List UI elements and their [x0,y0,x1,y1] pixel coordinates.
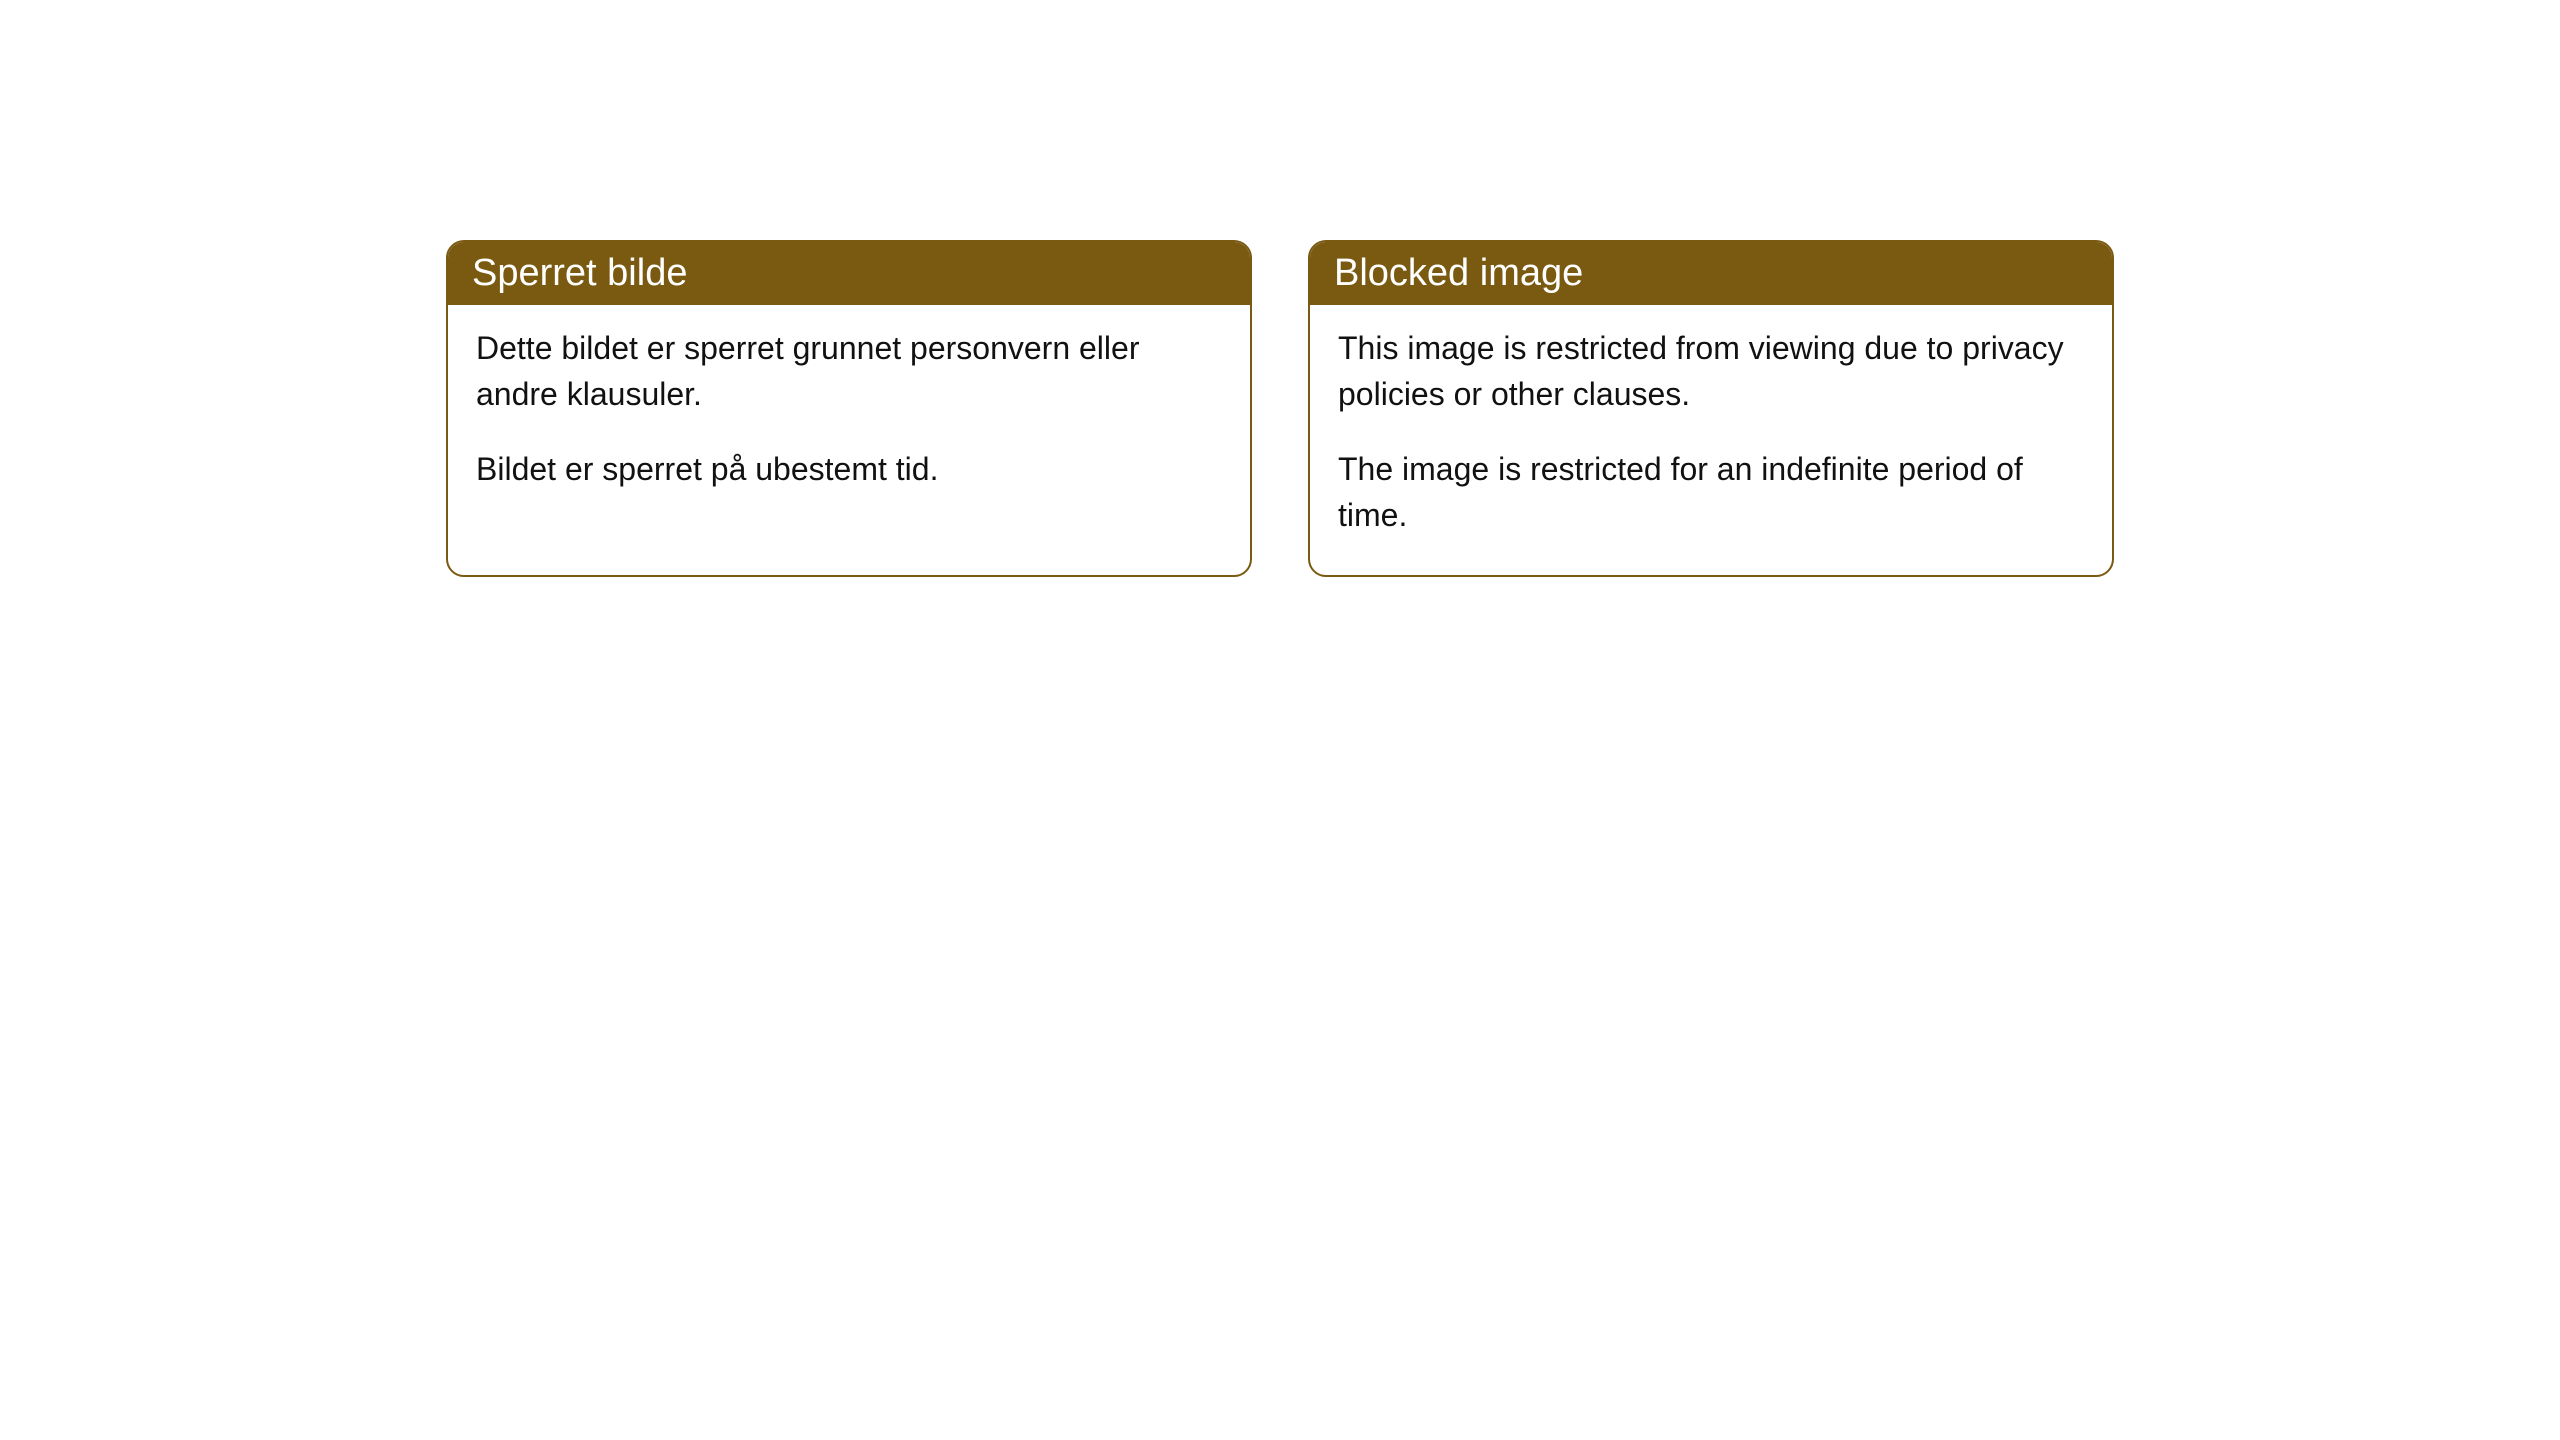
card-title-en: Blocked image [1334,252,1583,294]
notice-cards-container: Sperret bilde Dette bildet er sperret gr… [446,240,2114,577]
card-header-en: Blocked image [1310,242,2112,305]
card-body-en: This image is restricted from viewing du… [1310,305,2112,575]
card-paragraph-2-en: The image is restricted for an indefinit… [1338,446,2084,539]
card-title-no: Sperret bilde [472,252,687,294]
blocked-image-card-en: Blocked image This image is restricted f… [1308,240,2114,577]
blocked-image-card-no: Sperret bilde Dette bildet er sperret gr… [446,240,1252,577]
card-paragraph-2-no: Bildet er sperret på ubestemt tid. [476,446,1222,492]
card-header-no: Sperret bilde [448,242,1250,305]
card-body-no: Dette bildet er sperret grunnet personve… [448,305,1250,528]
card-paragraph-1-en: This image is restricted from viewing du… [1338,325,2084,418]
card-paragraph-1-no: Dette bildet er sperret grunnet personve… [476,325,1222,418]
